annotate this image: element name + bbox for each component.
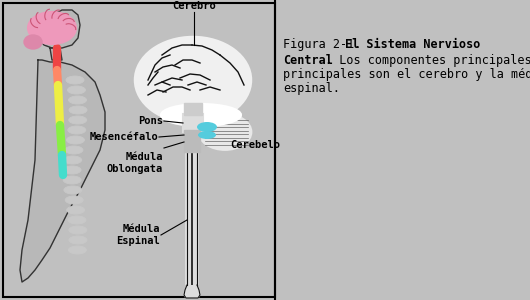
Bar — [183, 114, 203, 132]
Ellipse shape — [69, 236, 87, 244]
Ellipse shape — [28, 12, 76, 44]
Ellipse shape — [161, 104, 241, 126]
Ellipse shape — [136, 38, 251, 122]
Ellipse shape — [67, 206, 85, 214]
Text: Médula
Oblongata: Médula Oblongata — [107, 152, 163, 174]
Bar — [184, 103, 202, 115]
Ellipse shape — [197, 122, 217, 132]
Ellipse shape — [69, 226, 87, 234]
Bar — [184, 130, 200, 152]
Polygon shape — [38, 10, 80, 48]
Polygon shape — [184, 285, 200, 298]
Ellipse shape — [65, 196, 83, 204]
Ellipse shape — [64, 156, 82, 164]
Bar — [3, 3, 275, 297]
Text: Figura 2-1.: Figura 2-1. — [283, 38, 368, 51]
Polygon shape — [20, 60, 105, 282]
Ellipse shape — [65, 146, 83, 154]
Text: Cerebelo: Cerebelo — [230, 140, 280, 150]
Ellipse shape — [63, 176, 81, 184]
Ellipse shape — [198, 131, 216, 139]
Text: Cerebro: Cerebro — [172, 1, 216, 11]
Ellipse shape — [69, 116, 87, 124]
Ellipse shape — [68, 126, 86, 134]
Ellipse shape — [69, 106, 87, 114]
Ellipse shape — [66, 76, 84, 84]
Ellipse shape — [68, 246, 86, 254]
Text: Médula
Espinal: Médula Espinal — [116, 224, 160, 246]
Ellipse shape — [199, 115, 251, 149]
Text: Central: Central — [283, 54, 333, 67]
Text: El Sistema Nervioso: El Sistema Nervioso — [345, 38, 480, 51]
Text: Pons: Pons — [138, 116, 163, 126]
Text: principales son el cerebro y la médula: principales son el cerebro y la médula — [283, 68, 530, 81]
Text: Mesencéfalo: Mesencéfalo — [89, 132, 158, 142]
Ellipse shape — [64, 186, 82, 194]
Text: . Los componentes principales: . Los componentes principales — [325, 54, 530, 67]
Ellipse shape — [67, 86, 85, 94]
Ellipse shape — [63, 166, 81, 174]
Ellipse shape — [68, 96, 86, 104]
Text: espinal.: espinal. — [283, 82, 340, 95]
Ellipse shape — [68, 216, 86, 224]
Ellipse shape — [66, 136, 84, 144]
Polygon shape — [50, 48, 62, 60]
Ellipse shape — [24, 35, 42, 49]
